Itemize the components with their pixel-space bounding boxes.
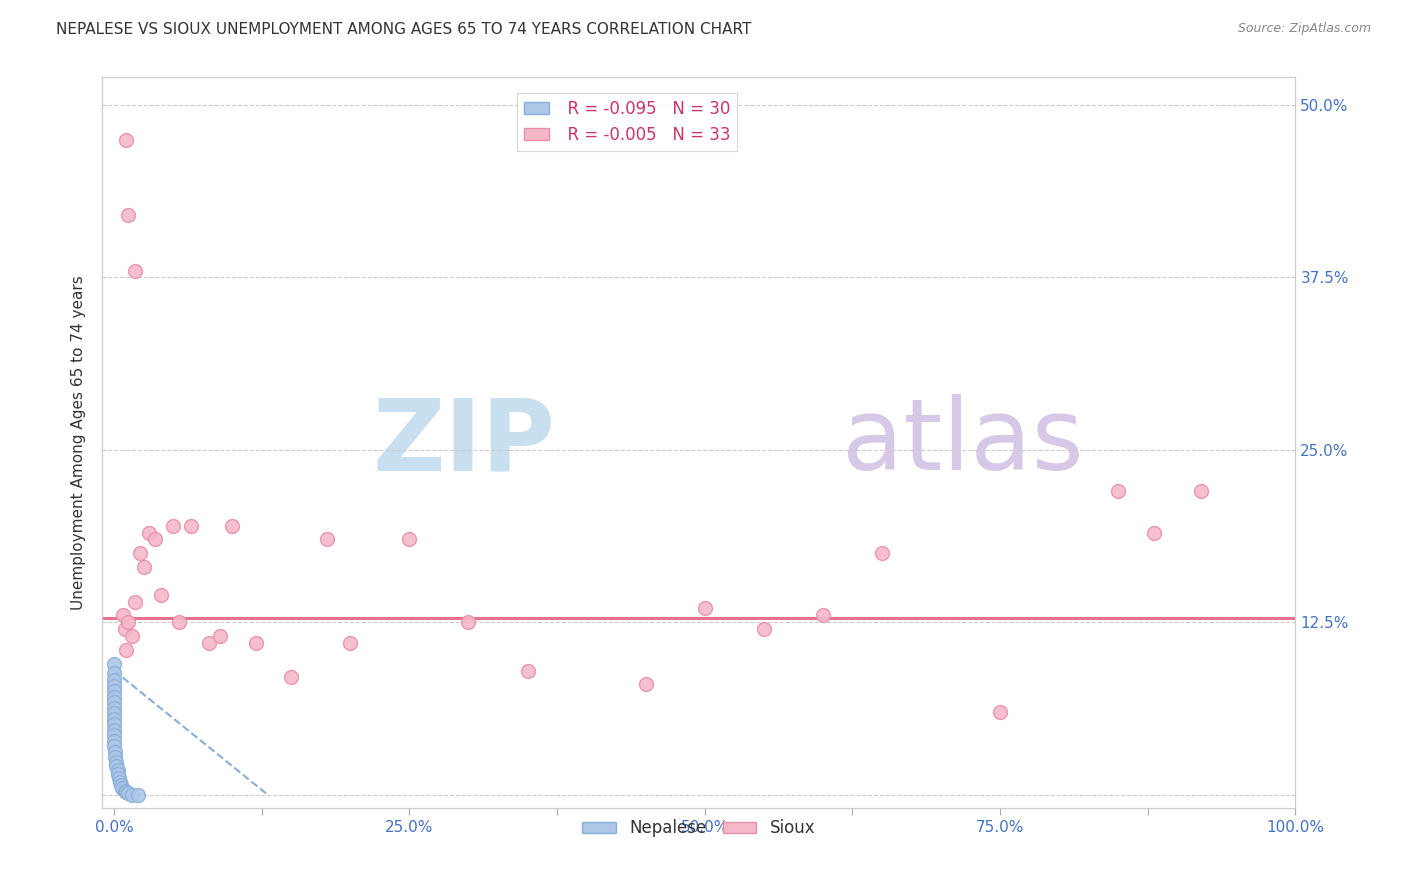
Point — [280, 670, 302, 684]
Point — [103, 700, 125, 714]
Point — [117, 208, 139, 222]
Point — [115, 785, 138, 799]
Point — [104, 745, 127, 759]
Point — [167, 615, 190, 630]
Point — [634, 677, 657, 691]
Point — [105, 758, 128, 772]
Point — [870, 546, 893, 560]
Point — [105, 755, 128, 769]
Text: Source: ZipAtlas.com: Source: ZipAtlas.com — [1237, 22, 1371, 36]
Point — [103, 690, 125, 704]
Point — [104, 750, 127, 764]
Point — [117, 786, 139, 800]
Point — [180, 518, 202, 533]
Point — [103, 712, 125, 726]
Point — [811, 608, 834, 623]
Point — [752, 622, 775, 636]
Point — [107, 771, 129, 785]
Point — [107, 763, 129, 777]
Point — [117, 615, 139, 630]
Point — [132, 560, 155, 574]
Point — [124, 594, 146, 608]
Point — [209, 629, 232, 643]
Point — [124, 263, 146, 277]
Point — [162, 518, 184, 533]
Point — [129, 546, 152, 560]
Point — [245, 636, 267, 650]
Point — [115, 132, 138, 146]
Point — [1189, 484, 1212, 499]
Point — [111, 780, 134, 795]
Point — [103, 717, 125, 731]
Point — [103, 734, 125, 748]
Point — [103, 706, 125, 721]
Point — [115, 643, 138, 657]
Point — [103, 679, 125, 693]
Text: atlas: atlas — [842, 394, 1084, 491]
Point — [103, 695, 125, 709]
Point — [108, 775, 131, 789]
Point — [112, 608, 135, 623]
Point — [121, 629, 143, 643]
Point — [457, 615, 479, 630]
Point — [398, 533, 420, 547]
Point — [138, 525, 160, 540]
Point — [516, 664, 538, 678]
Point — [103, 684, 125, 698]
Point — [110, 778, 132, 792]
Point — [1143, 525, 1166, 540]
Point — [107, 767, 129, 781]
Point — [121, 788, 143, 802]
Point — [315, 533, 337, 547]
Point — [145, 533, 167, 547]
Point — [103, 657, 125, 671]
Point — [150, 588, 173, 602]
Point — [103, 673, 125, 688]
Point — [114, 783, 136, 797]
Point — [693, 601, 716, 615]
Point — [103, 723, 125, 737]
Point — [1107, 484, 1129, 499]
Point — [988, 705, 1011, 719]
Point — [103, 739, 125, 754]
Point — [127, 788, 149, 802]
Text: ZIP: ZIP — [373, 394, 555, 491]
Point — [103, 666, 125, 681]
Point — [103, 728, 125, 742]
Point — [339, 636, 361, 650]
Point — [221, 518, 243, 533]
Point — [197, 636, 219, 650]
Y-axis label: Unemployment Among Ages 65 to 74 years: Unemployment Among Ages 65 to 74 years — [72, 276, 86, 610]
Text: NEPALESE VS SIOUX UNEMPLOYMENT AMONG AGES 65 TO 74 YEARS CORRELATION CHART: NEPALESE VS SIOUX UNEMPLOYMENT AMONG AGE… — [56, 22, 752, 37]
Point — [114, 622, 136, 636]
Legend: Nepalese, Sioux: Nepalese, Sioux — [575, 813, 823, 844]
